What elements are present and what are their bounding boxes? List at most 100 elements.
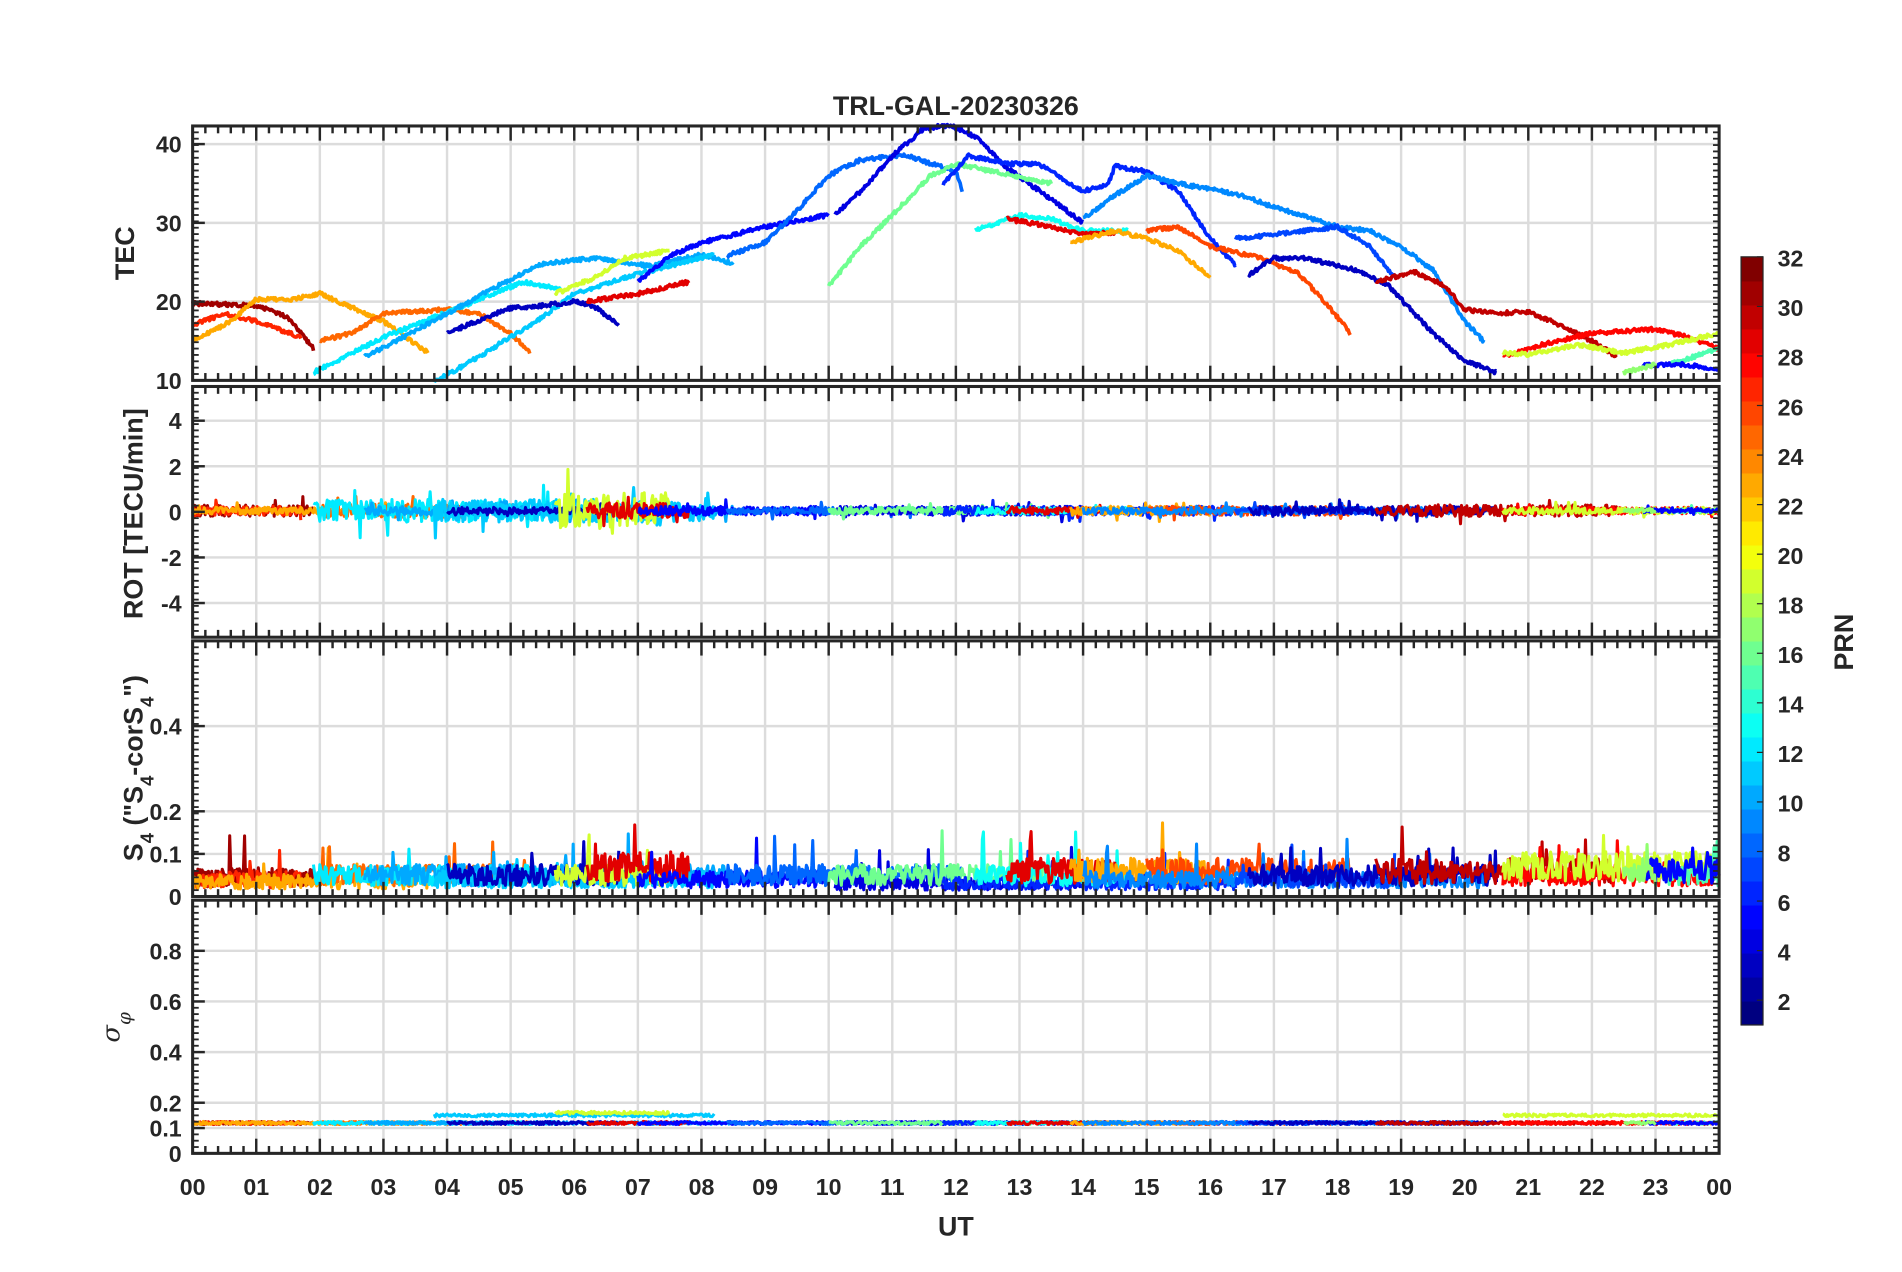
rot-line-prn-5 bbox=[1642, 504, 1720, 516]
colorbar-label: PRN bbox=[1829, 614, 1859, 671]
colorbar-band bbox=[1741, 1000, 1764, 1026]
y-tick-label-rot: 0 bbox=[169, 499, 182, 525]
y-tick-label-s4: 0.2 bbox=[149, 799, 181, 825]
colorbar-band bbox=[1741, 832, 1764, 858]
y-tick-label-tec: 10 bbox=[156, 368, 182, 394]
y-tick-label-tec: 40 bbox=[156, 132, 182, 158]
y-tick-label-sigma: 0.1 bbox=[149, 1116, 181, 1142]
y-label-s4: S4 ("S4-corS4") bbox=[119, 675, 157, 861]
s4-label-sub2: 4 bbox=[136, 775, 157, 786]
sigma-line-prn-19 bbox=[1502, 1112, 1720, 1119]
colorbar-band bbox=[1741, 592, 1764, 618]
tec-line-prn-17 bbox=[1622, 361, 1658, 376]
tec-line-prn-8 bbox=[726, 152, 964, 260]
x-tick-label: 11 bbox=[880, 1174, 905, 1200]
tec-line-prn-12 bbox=[312, 278, 563, 376]
s4-line-prn-19 bbox=[1501, 833, 1721, 883]
x-axis-label: UT bbox=[938, 1211, 974, 1241]
sigma-line-prn-17 bbox=[1623, 1120, 1657, 1126]
colorbar-band bbox=[1741, 880, 1764, 906]
s4-line-prn-6 bbox=[941, 849, 1238, 892]
s4-label-paren: ("S bbox=[119, 786, 149, 833]
colorbar-band bbox=[1741, 976, 1764, 1002]
colorbar-band bbox=[1741, 424, 1764, 450]
colorbar-tick-label: 8 bbox=[1778, 840, 1791, 866]
x-tick-label: 22 bbox=[1579, 1174, 1605, 1200]
x-tick-label: 23 bbox=[1643, 1174, 1669, 1200]
colorbar-band bbox=[1741, 784, 1764, 810]
tec-line-prn-25 bbox=[319, 306, 532, 355]
tec-line-prn-26 bbox=[1145, 224, 1352, 336]
x-tick-label: 13 bbox=[1007, 1174, 1033, 1200]
y-label-tec: TEC bbox=[110, 226, 140, 280]
colorbar-band bbox=[1741, 736, 1764, 762]
tec-line-prn-29 bbox=[1005, 215, 1117, 238]
y-tick-label-s4: 0.4 bbox=[149, 714, 181, 740]
y-tick-label-sigma: 0.2 bbox=[149, 1090, 181, 1116]
tec-line-prn-3 bbox=[445, 298, 621, 335]
s4-line-prn-29 bbox=[585, 823, 691, 884]
rot-line-prn-31 bbox=[191, 495, 315, 518]
tec-line-prn-28 bbox=[1502, 325, 1721, 358]
tec-line-prn-4 bbox=[833, 122, 1085, 225]
s4-line-prn-7 bbox=[1234, 843, 1397, 890]
x-tick-label: 00 bbox=[180, 1174, 206, 1200]
colorbar-tick-label: 24 bbox=[1778, 444, 1804, 470]
colorbar-band bbox=[1741, 256, 1764, 282]
x-tick-label: 21 bbox=[1515, 1174, 1541, 1200]
y-tick-label-sigma: 0.4 bbox=[149, 1040, 181, 1066]
tec-line-prn-9 bbox=[1082, 172, 1486, 344]
s4-line-prn-17 bbox=[1622, 843, 1657, 886]
rot-line-prn-30 bbox=[1374, 498, 1619, 526]
tec-line-prn-6 bbox=[941, 152, 1237, 268]
colorbar-tick-label: 28 bbox=[1778, 345, 1804, 371]
s4-label-main: S bbox=[119, 843, 149, 861]
colorbar-band bbox=[1741, 688, 1764, 714]
x-tick-label: 02 bbox=[307, 1174, 333, 1200]
tec-line-prn-23 bbox=[191, 289, 430, 354]
colorbar-band bbox=[1741, 760, 1764, 786]
colorbar-frame bbox=[1740, 256, 1764, 1026]
rot-line-prn-19 bbox=[553, 467, 672, 535]
x-tick-label: 04 bbox=[434, 1174, 460, 1200]
colorbar-tick-label: 22 bbox=[1778, 493, 1804, 519]
x-tick-label: 16 bbox=[1197, 1174, 1223, 1200]
colorbar-band bbox=[1741, 304, 1764, 330]
y-tick-label-sigma: 0 bbox=[169, 1141, 182, 1167]
colorbar-tick-label: 12 bbox=[1778, 741, 1804, 767]
s4-label-sub3: 4 bbox=[136, 696, 157, 707]
s4-label-mid: -corS bbox=[119, 707, 149, 776]
colorbar-band bbox=[1741, 904, 1764, 930]
x-tick-label: 01 bbox=[243, 1174, 269, 1200]
panel-frame-sigma bbox=[191, 898, 1721, 1155]
colorbar-tick-label: 4 bbox=[1778, 939, 1791, 965]
s4-line-prn-23 bbox=[191, 846, 430, 891]
x-tick-label: 18 bbox=[1325, 1174, 1351, 1200]
colorbar-tick-label: 16 bbox=[1778, 642, 1804, 668]
chart-title: TRL-GAL-20230326 bbox=[833, 91, 1079, 121]
y-tick-label-tec: 20 bbox=[156, 289, 182, 315]
colorbar-tick-label: 2 bbox=[1778, 989, 1791, 1015]
x-tick-label: 15 bbox=[1134, 1174, 1160, 1200]
colorbar-band bbox=[1741, 496, 1764, 522]
x-tick-label: 07 bbox=[625, 1174, 651, 1200]
colorbar-tick-label: 18 bbox=[1778, 592, 1804, 618]
colorbar-band bbox=[1741, 376, 1764, 402]
sigma-line-prn-19 bbox=[554, 1109, 671, 1116]
x-tick-label: 12 bbox=[943, 1174, 969, 1200]
colorbar-tick-label: 10 bbox=[1778, 791, 1804, 817]
colorbar-band bbox=[1741, 712, 1764, 738]
colorbar-tick-label: 26 bbox=[1778, 394, 1804, 420]
x-tick-label: 19 bbox=[1388, 1174, 1414, 1200]
s4-label-sub: 4 bbox=[136, 832, 157, 843]
colorbar-tick-label: 30 bbox=[1778, 295, 1804, 321]
x-tick-label: 08 bbox=[689, 1174, 715, 1200]
x-tick-label: 20 bbox=[1452, 1174, 1478, 1200]
colorbar-band bbox=[1741, 616, 1764, 642]
axes: 10203040-4-202400.10.20.400.10.20.40.60.… bbox=[149, 124, 1732, 1200]
y-tick-label-tec: 30 bbox=[156, 210, 182, 236]
colorbar-band bbox=[1741, 664, 1764, 690]
x-tick-label: 17 bbox=[1261, 1174, 1287, 1200]
